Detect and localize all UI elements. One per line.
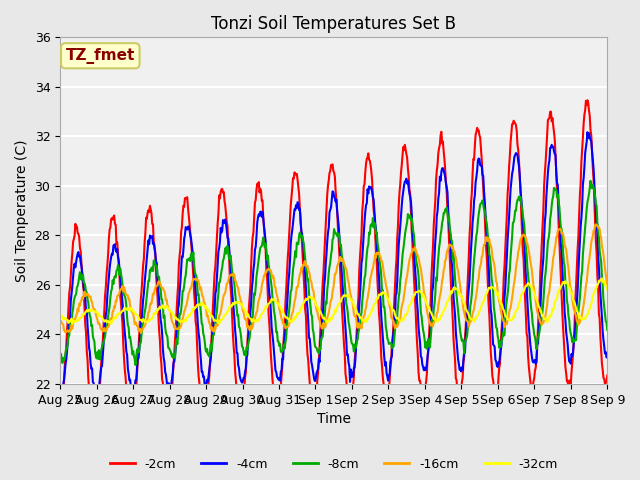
-16cm xyxy=(401,287,409,292)
-32cm xyxy=(66,319,74,324)
-4cm xyxy=(124,352,131,358)
-32cm xyxy=(56,314,64,320)
-8cm xyxy=(208,348,216,354)
-8cm xyxy=(587,178,595,184)
-2cm xyxy=(124,398,131,404)
-16cm xyxy=(66,327,74,333)
-16cm xyxy=(208,324,216,330)
Line: -16cm: -16cm xyxy=(60,224,607,333)
-4cm xyxy=(401,179,409,184)
-16cm xyxy=(592,221,600,227)
-8cm xyxy=(604,327,611,333)
-4cm xyxy=(56,393,64,398)
-8cm xyxy=(417,310,425,315)
-16cm xyxy=(122,292,130,298)
-16cm xyxy=(56,318,64,324)
-16cm xyxy=(417,265,425,271)
-2cm xyxy=(179,211,186,216)
-32cm xyxy=(124,307,131,313)
-2cm xyxy=(417,384,425,389)
-4cm xyxy=(179,254,186,260)
-32cm xyxy=(604,287,611,293)
-16cm xyxy=(604,283,611,289)
-2cm xyxy=(90,426,97,432)
-4cm xyxy=(208,345,216,351)
-4cm xyxy=(584,129,591,135)
-2cm xyxy=(208,335,216,341)
-2cm xyxy=(56,418,64,424)
-8cm xyxy=(56,350,64,356)
-32cm xyxy=(179,318,186,324)
Line: -32cm: -32cm xyxy=(60,278,607,324)
-2cm xyxy=(66,284,74,290)
-4cm xyxy=(67,298,75,303)
-4cm xyxy=(57,397,65,403)
-8cm xyxy=(122,303,130,309)
Line: -4cm: -4cm xyxy=(60,132,607,400)
X-axis label: Time: Time xyxy=(317,412,351,426)
-16cm xyxy=(137,330,145,336)
-8cm xyxy=(179,288,186,294)
-32cm xyxy=(401,313,409,319)
-16cm xyxy=(179,315,186,321)
-2cm xyxy=(401,142,409,148)
Line: -8cm: -8cm xyxy=(60,181,607,365)
Legend: -2cm, -4cm, -8cm, -16cm, -32cm: -2cm, -4cm, -8cm, -16cm, -32cm xyxy=(104,453,563,476)
-2cm xyxy=(604,372,611,378)
-8cm xyxy=(66,321,74,326)
-4cm xyxy=(417,354,425,360)
-8cm xyxy=(401,233,409,239)
-2cm xyxy=(584,97,591,103)
-8cm xyxy=(132,362,140,368)
-4cm xyxy=(604,354,611,360)
-32cm xyxy=(208,313,216,319)
-32cm xyxy=(108,321,115,327)
Line: -2cm: -2cm xyxy=(60,100,607,429)
Title: Tonzi Soil Temperatures Set B: Tonzi Soil Temperatures Set B xyxy=(211,15,456,33)
Text: TZ_fmet: TZ_fmet xyxy=(66,48,135,64)
-32cm xyxy=(417,289,425,295)
-32cm xyxy=(598,276,606,281)
Y-axis label: Soil Temperature (C): Soil Temperature (C) xyxy=(15,139,29,282)
